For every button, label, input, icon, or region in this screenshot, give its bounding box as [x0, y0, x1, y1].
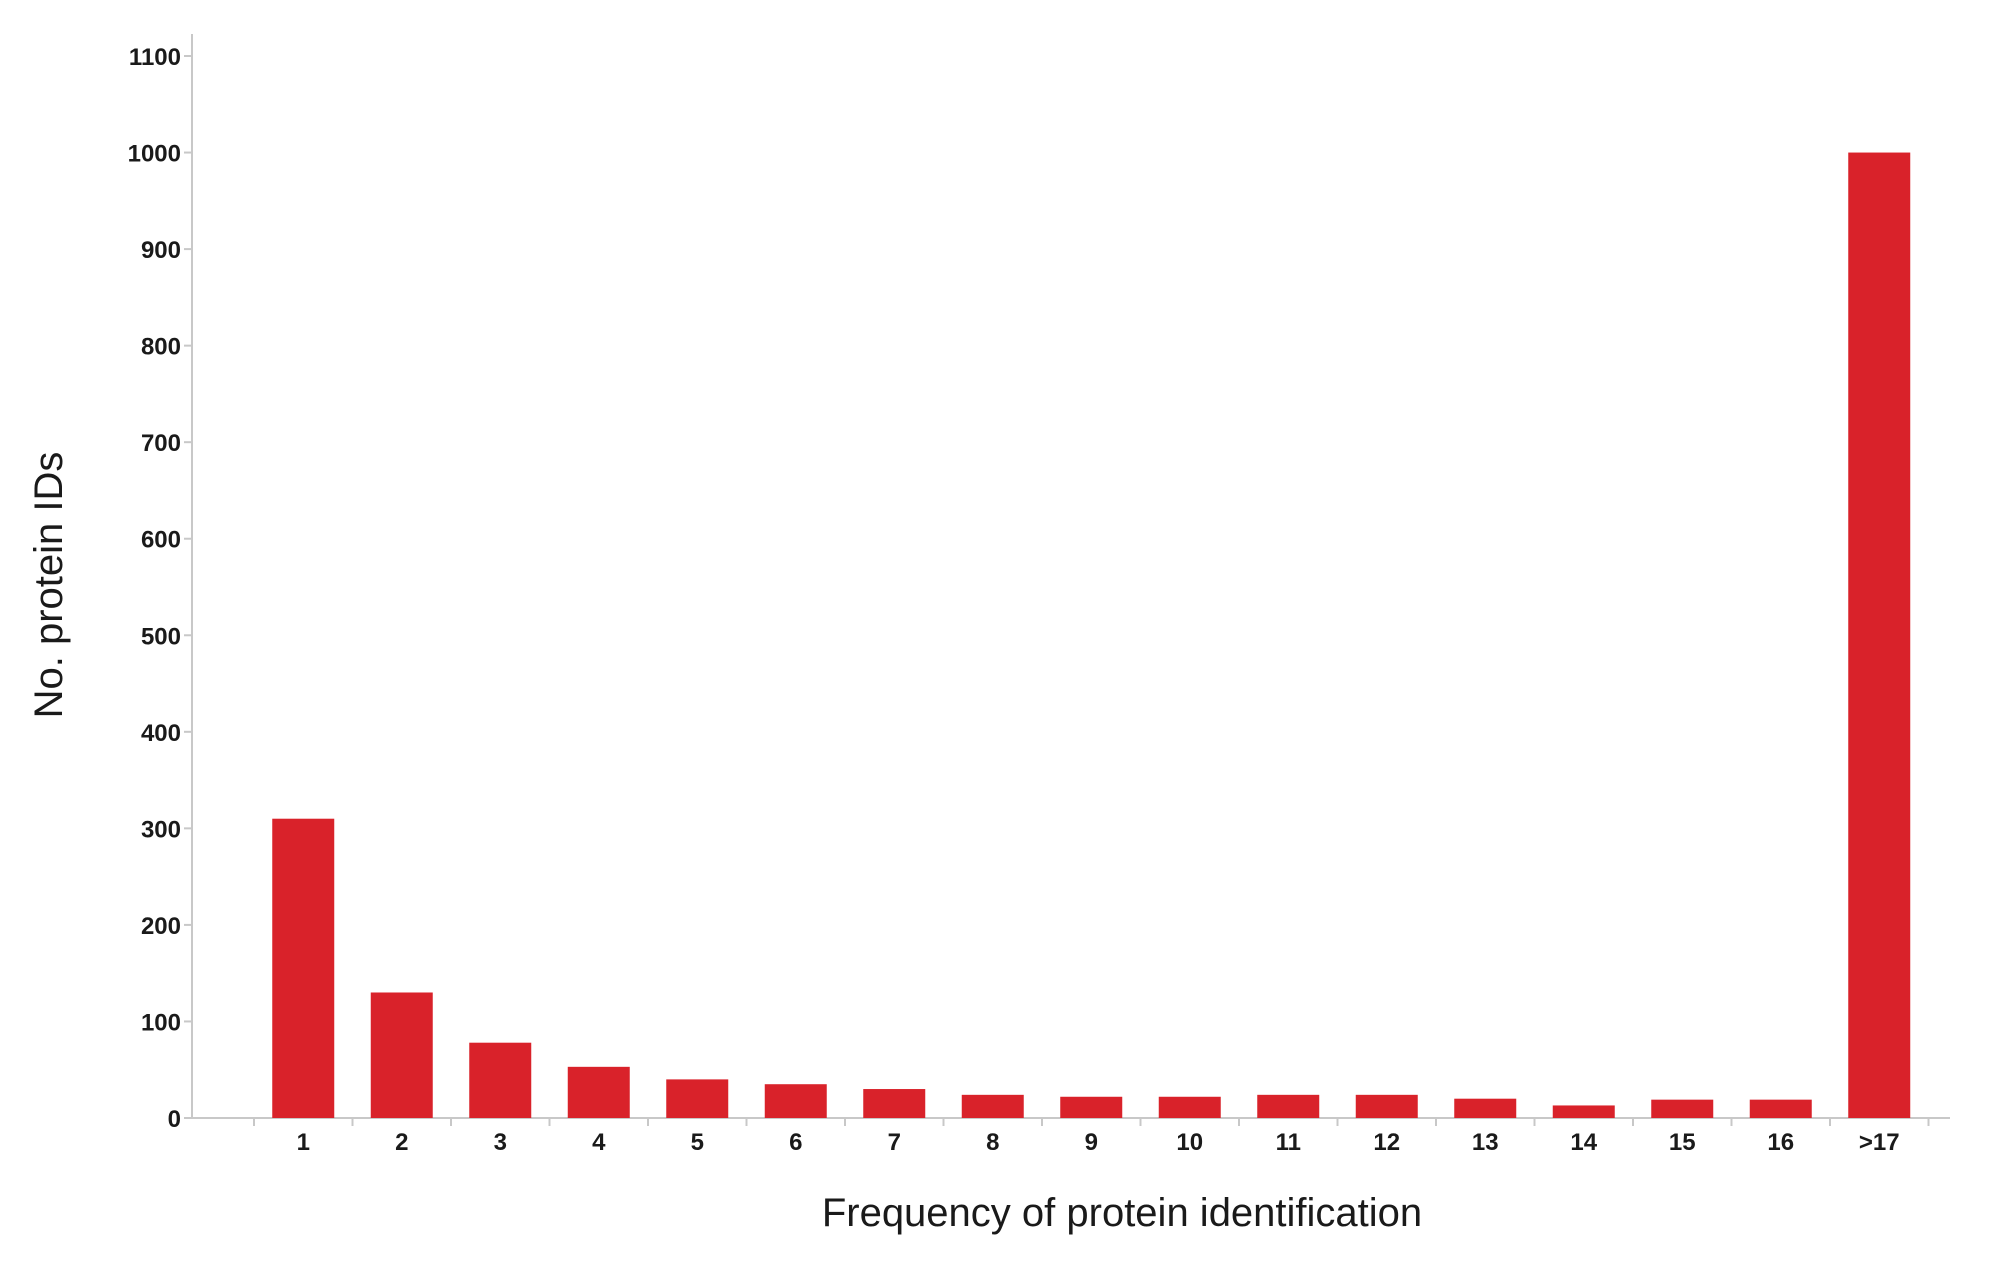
x-tick-label: 7: [888, 1129, 901, 1156]
bar-12: [1355, 1094, 1418, 1118]
bar-6: [764, 1084, 827, 1118]
bar-7: [863, 1089, 926, 1118]
bar-14: [1552, 1105, 1615, 1118]
y-tick-label: 600: [141, 527, 181, 554]
y-tick-label: 900: [141, 237, 181, 264]
y-tick-label: 200: [141, 913, 181, 940]
bar-2: [370, 992, 433, 1118]
bar-8: [961, 1094, 1024, 1118]
bar-16: [1749, 1099, 1812, 1118]
y-tick-label: 1000: [128, 141, 181, 168]
x-tick-label: 4: [592, 1129, 606, 1156]
x-tick-label: >17: [1859, 1129, 1900, 1156]
x-tick-label: 10: [1176, 1129, 1203, 1156]
bar-10: [1158, 1096, 1221, 1118]
bar-9: [1060, 1096, 1123, 1118]
bar-4: [567, 1066, 630, 1118]
x-tick-label: 6: [789, 1129, 802, 1156]
x-tick-label: 14: [1570, 1129, 1597, 1156]
bar-11: [1257, 1094, 1320, 1118]
y-tick-label: 0: [168, 1106, 181, 1133]
y-tick-labels: 0 100 200 300 400 500 600 700 800 900 1000 1100: [128, 44, 181, 1133]
y-tick-label: 100: [141, 1009, 181, 1036]
bar-1: [272, 818, 335, 1118]
x-axis-title: Frequency of protein identification: [822, 1191, 1422, 1235]
x-tick-label: 3: [494, 1129, 507, 1156]
y-tick-label: 300: [141, 816, 181, 843]
x-tick-label: 8: [986, 1129, 999, 1156]
bar-15: [1651, 1099, 1714, 1118]
y-tick-label: 500: [141, 623, 181, 650]
bar-gt17: [1848, 152, 1911, 1118]
x-tick-label: 9: [1085, 1129, 1098, 1156]
x-tick-label: 11: [1276, 1129, 1301, 1156]
x-tick-label: 1: [297, 1129, 310, 1156]
bar-13: [1454, 1098, 1517, 1118]
axes: [184, 34, 1950, 1126]
x-tick-label: 12: [1373, 1129, 1400, 1156]
x-tick-label: 15: [1669, 1129, 1696, 1156]
x-tick-label: 5: [691, 1129, 704, 1156]
y-tick-label: 700: [141, 430, 181, 457]
y-tick-label: 1100: [129, 44, 181, 71]
y-tick-label: 400: [141, 720, 181, 747]
x-tick-label: 2: [395, 1129, 408, 1156]
x-tick-label: 16: [1767, 1129, 1794, 1156]
x-tick-labels: 1 2 3 4 5 6 7 8 9 10 11 12 13 14 15 16 >17: [297, 1129, 1900, 1156]
bars: [272, 152, 1911, 1118]
x-tick-label: 13: [1472, 1129, 1499, 1156]
bar-5: [666, 1079, 729, 1118]
y-tick-label: 800: [141, 334, 181, 361]
bar-3: [469, 1042, 532, 1118]
y-axis-title: No. protein IDs: [27, 452, 71, 719]
